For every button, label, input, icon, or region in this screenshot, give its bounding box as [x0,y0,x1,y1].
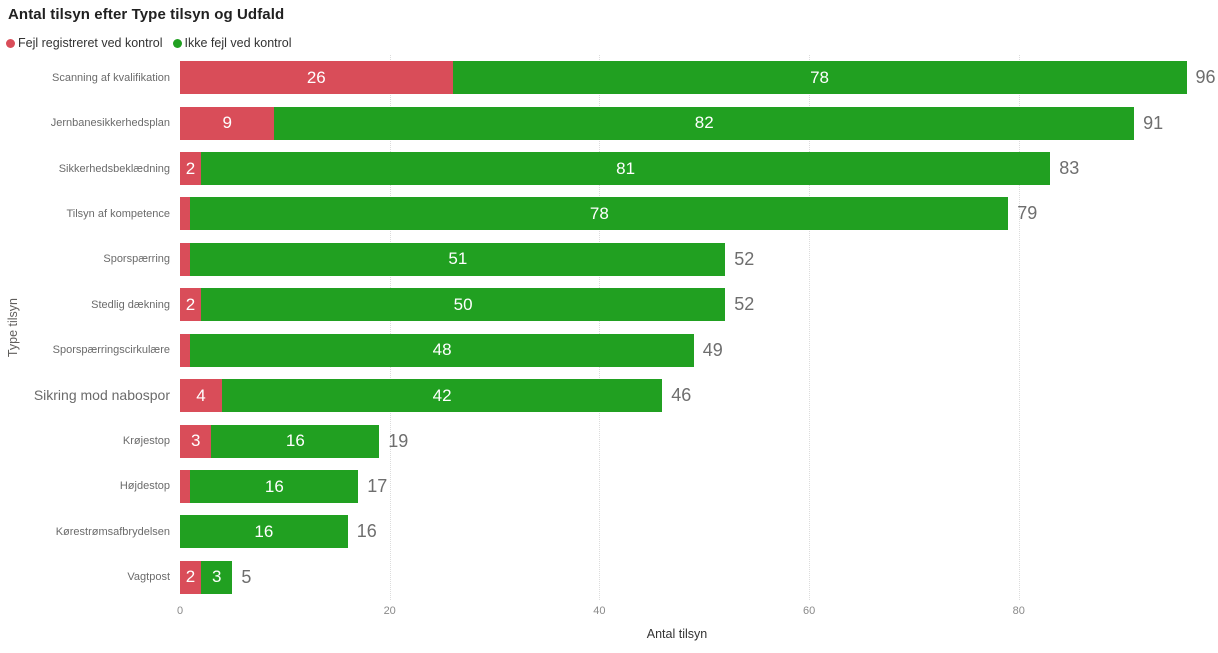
stacked-bar[interactable]: 78 [180,197,1009,231]
chart-title: Antal tilsyn efter Type tilsyn og Udfald [8,6,285,23]
stacked-bar[interactable]: 4 42 [180,379,663,413]
category-label: Sikring mod nabospor [33,386,170,403]
bar-row: 4 42 46 [180,373,1218,418]
total-label: 16 [356,521,377,542]
segment-fejl[interactable] [180,470,191,503]
segment-fejl[interactable] [180,197,191,231]
category-label: Tilsyn af kompetence [66,207,170,220]
segment-fejl[interactable]: 2 [180,288,201,322]
total-label: 96 [1195,67,1216,88]
legend-item-fejl[interactable]: Fejl registreret ved kontrol [6,36,163,50]
bar-row: 2 50 52 [180,282,1218,327]
segment-ikke-fejl[interactable]: 42 [221,379,663,413]
bar-row: 3 16 19 [180,418,1218,463]
stacked-bar[interactable]: 9 82 [180,106,1135,140]
stacked-bar[interactable]: 3 16 [180,424,380,458]
segment-ikke-fejl[interactable]: 3 [200,560,233,594]
stacked-bar[interactable]: 51 [180,242,726,276]
total-label: 19 [388,430,409,451]
bar-row: 16 17 [180,464,1218,509]
legend-item-ikke-fejl[interactable]: Ikke fejl ved kontrol [172,36,292,50]
bar-row: 9 82 91 [180,100,1218,145]
category-label: Jernbanesikkerhedsplan [50,117,170,130]
total-label: 79 [1017,203,1038,224]
total-label: 49 [702,339,723,360]
bar-row: 26 78 96 [180,55,1218,100]
total-label: 17 [367,476,388,496]
stacked-bar[interactable]: 2 81 [180,152,1051,186]
category-label: Kørestrømsafbrydelsen [55,525,170,538]
category-label: Scanning af kvalifikation [51,71,170,84]
x-axis-title: Antal tilsyn [646,627,708,641]
x-tick-label-20: 20 [383,605,396,617]
category-label: Sporspærringscirkulære [52,344,170,357]
total-label: 46 [671,385,692,406]
legend-label-fejl: Fejl registreret ved kontrol [18,36,163,50]
y-axis-title-column: Type tilsyn [0,55,26,600]
legend: Fejl registreret ved kontrol Ikke fejl v… [6,36,292,50]
segment-fejl[interactable] [180,242,191,276]
category-label: Krøjestop [122,435,170,448]
segment-ikke-fejl[interactable]: 48 [190,333,694,367]
gridline-20 [389,55,391,600]
legend-dot-fejl-icon [6,38,15,48]
stacked-bar[interactable]: 16 [180,470,359,503]
segment-fejl[interactable]: 26 [180,61,453,95]
segment-ikke-fejl[interactable]: 16 [180,515,348,549]
stacked-bar[interactable]: 48 [180,333,694,367]
stacked-bar[interactable]: 2 50 [180,288,726,322]
legend-label-ikke-fejl: Ikke fejl ved kontrol [184,36,292,50]
bar-rows: 26 78 96 9 82 91 2 81 83 78 79 51 52 2 50 52 48 49 4 42 46 3 1… [180,55,1218,600]
bar-row: 78 79 [180,191,1218,236]
gridline-40 [599,55,601,600]
total-label: 52 [734,294,755,315]
total-label: 5 [241,566,252,587]
plot-area-wrapper: Type tilsyn Scanning af kvalifikation Jer… [0,55,1218,600]
category-label: Vagtpost [127,571,170,584]
x-tick-label-60: 60 [802,605,816,617]
segment-fejl[interactable]: 4 [180,379,222,413]
x-tick-label-0: 0 [176,605,184,617]
x-tick-label-80: 80 [1012,605,1025,617]
segment-fejl[interactable]: 9 [180,106,275,140]
total-label: 52 [734,248,755,269]
category-label: Sporspærring [103,253,170,266]
segment-ikke-fejl[interactable]: 81 [200,152,1051,186]
gridline-80 [1018,55,1020,600]
x-tick-label-40: 40 [593,605,606,617]
x-axis: Antal tilsyn 0 20 40 60 80 [176,600,1218,653]
segment-ikke-fejl[interactable]: 78 [190,197,1009,231]
total-label: 83 [1059,158,1080,179]
segment-ikke-fejl[interactable]: 16 [190,470,359,503]
category-label: Stedlig dækning [91,298,170,311]
segment-fejl[interactable]: 2 [180,560,201,594]
gridline-60 [809,55,811,600]
segment-ikke-fejl[interactable]: 78 [452,61,1187,95]
bar-row: 51 52 [180,237,1218,282]
bar-row: 48 49 [180,328,1218,373]
bar-row: 16 16 [180,509,1218,554]
legend-dot-ikke-fejl-icon [172,38,182,48]
category-label: Sikkerhedsbeklædning [58,162,170,175]
segment-ikke-fejl[interactable]: 51 [190,242,726,276]
segment-fejl[interactable] [180,333,191,367]
segment-fejl[interactable]: 2 [180,152,201,186]
y-axis-title: Type tilsyn [6,297,20,358]
segment-ikke-fejl[interactable]: 16 [211,424,380,458]
segment-ikke-fejl[interactable]: 50 [200,288,726,322]
category-axis: Scanning af kvalifikation Jernbanesikkerh… [26,55,180,600]
stacked-bar[interactable]: 16 [180,515,348,549]
stacked-bar[interactable]: 26 78 [180,61,1187,95]
total-label: 91 [1143,112,1164,133]
segment-fejl[interactable]: 3 [180,424,212,458]
segment-ikke-fejl[interactable]: 82 [274,106,1135,140]
bar-row: 2 81 83 [180,146,1218,191]
category-label: Højdestop [119,480,170,493]
plot-area: 26 78 96 9 82 91 2 81 83 78 79 51 52 2 50 52 48 49 4 42 46 3 1… [180,55,1218,600]
